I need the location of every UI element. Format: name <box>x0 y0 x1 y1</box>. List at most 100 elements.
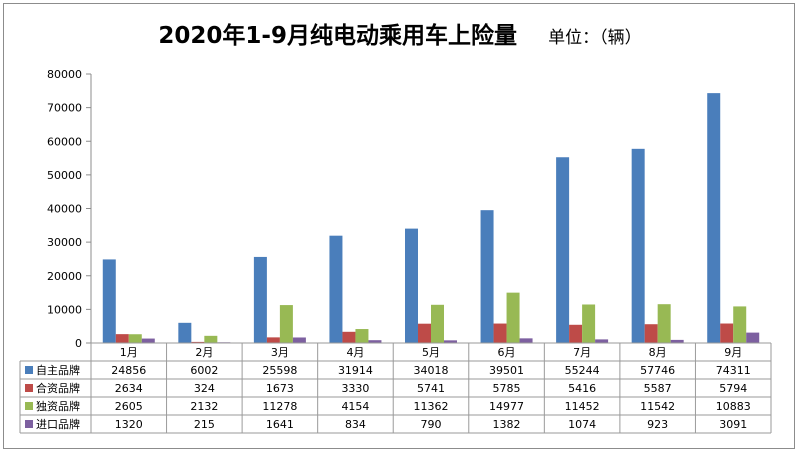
chart-frame <box>3 3 795 449</box>
bar <box>556 157 570 343</box>
data-table-value: 1382 <box>493 418 521 431</box>
data-table-value: 3330 <box>341 382 369 395</box>
bar <box>128 334 142 343</box>
data-table-value: 6002 <box>190 364 218 377</box>
bar <box>506 292 520 343</box>
data-table-value: 11278 <box>262 400 297 413</box>
y-tick-label: 70000 <box>47 102 82 115</box>
unit-label: 单位：（辆） <box>548 28 642 48</box>
bar <box>279 305 293 343</box>
x-tick-label: 4月 <box>346 346 364 359</box>
legend-label: 自主品牌 <box>36 363 80 377</box>
bar <box>733 306 747 343</box>
bar <box>253 256 267 343</box>
data-table-value: 834 <box>345 418 366 431</box>
y-tick-label: 60000 <box>47 135 82 148</box>
data-table-value: 1641 <box>266 418 294 431</box>
data-table-value: 14977 <box>489 400 524 413</box>
data-table-value: 3091 <box>719 418 747 431</box>
data-table-value: 324 <box>194 382 215 395</box>
chart-title: 2020年1-9月纯电动乘用车上险量 <box>158 23 517 49</box>
data-table-value: 74311 <box>716 364 751 377</box>
data-table-value: 55244 <box>565 364 600 377</box>
bar <box>418 323 431 343</box>
legend-label: 合资品牌 <box>36 381 80 395</box>
bar <box>493 323 507 343</box>
bar <box>657 304 671 343</box>
data-table-value: 31914 <box>338 364 373 377</box>
data-table-value: 11362 <box>414 400 449 413</box>
data-table-value: 11452 <box>565 400 600 413</box>
legend-swatch <box>25 402 33 410</box>
y-tick-label: 40000 <box>47 203 82 216</box>
bar <box>746 332 760 343</box>
chart-title-row: 2020年1-9月纯电动乘用车上险量 单位：（辆） <box>0 16 800 50</box>
bar <box>342 331 356 343</box>
bar <box>670 339 684 343</box>
bar <box>431 304 444 343</box>
legend-swatch <box>25 366 33 374</box>
y-tick-label: 30000 <box>47 236 82 249</box>
bar <box>444 340 457 343</box>
bar <box>569 324 583 343</box>
x-tick-label: 1月 <box>120 346 138 359</box>
legend-label: 进口品牌 <box>36 417 80 431</box>
bar <box>355 329 369 343</box>
bar <box>266 337 280 343</box>
data-table-value: 25598 <box>262 364 297 377</box>
data-table-value: 39501 <box>489 364 524 377</box>
bar <box>115 334 129 343</box>
data-table-value: 5587 <box>644 382 672 395</box>
bar <box>178 322 192 343</box>
data-table-value: 2132 <box>190 400 218 413</box>
data-table-value: 2605 <box>115 400 143 413</box>
bar <box>292 337 306 343</box>
y-tick-label: 80000 <box>47 68 82 81</box>
x-tick-label: 6月 <box>498 346 516 359</box>
bar <box>631 148 645 343</box>
data-table-value: 923 <box>647 418 668 431</box>
data-table-value: 1320 <box>115 418 143 431</box>
bar <box>519 338 533 343</box>
data-table-value: 1673 <box>266 382 294 395</box>
y-tick-label: 0 <box>75 337 82 350</box>
bar <box>329 235 343 343</box>
x-tick-label: 3月 <box>271 346 289 359</box>
legend-swatch <box>25 384 33 392</box>
legend-swatch <box>25 420 33 428</box>
data-table-value: 5741 <box>417 382 445 395</box>
legend-label: 独资品牌 <box>36 399 80 413</box>
bar <box>191 341 205 343</box>
bar <box>595 339 609 343</box>
data-table-value: 5794 <box>719 382 747 395</box>
bar <box>707 93 721 343</box>
bar <box>480 210 494 343</box>
data-table-value: 57746 <box>640 364 675 377</box>
data-table-value: 215 <box>194 418 215 431</box>
data-table-value: 10883 <box>716 400 751 413</box>
data-table-value: 2634 <box>115 382 143 395</box>
data-table-value: 5785 <box>493 382 521 395</box>
bar <box>405 228 418 343</box>
bar <box>720 323 734 343</box>
data-table-value: 34018 <box>414 364 449 377</box>
bar <box>368 340 382 343</box>
bar <box>102 259 116 343</box>
x-tick-label: 9月 <box>724 346 742 359</box>
data-table-value: 790 <box>421 418 442 431</box>
y-tick-label: 10000 <box>47 303 82 316</box>
y-tick-label: 50000 <box>47 169 82 182</box>
y-tick-label: 20000 <box>47 270 82 283</box>
data-table-value: 4154 <box>341 400 369 413</box>
data-table-value: 11542 <box>640 400 675 413</box>
x-tick-label: 5月 <box>422 346 440 359</box>
x-tick-label: 7月 <box>573 346 591 359</box>
x-tick-label: 2月 <box>195 346 213 359</box>
x-tick-label: 8月 <box>649 346 667 359</box>
bar <box>204 335 218 343</box>
data-table-value: 5416 <box>568 382 596 395</box>
data-table-value: 1074 <box>568 418 596 431</box>
bar <box>141 338 155 343</box>
bar <box>644 324 658 343</box>
